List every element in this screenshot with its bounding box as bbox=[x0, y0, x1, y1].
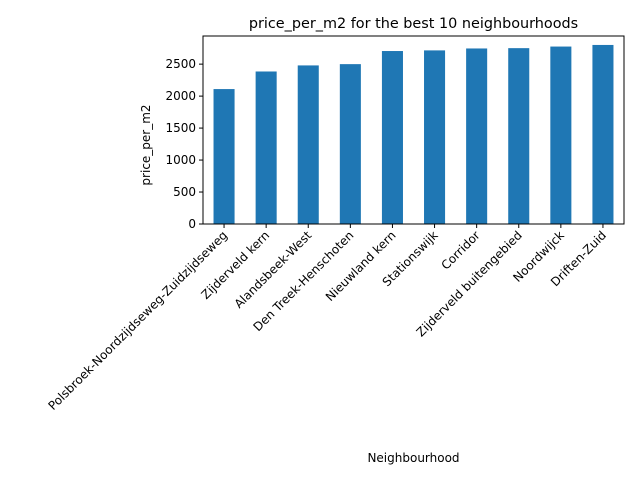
y-tick-label: 2500 bbox=[165, 57, 196, 71]
y-axis: 0 500 1000 1500 2000 2500 bbox=[165, 57, 203, 231]
bar bbox=[424, 50, 446, 224]
x-axis: Polsbroek-Noordzijdseweg-ZuidzijdsewegZi… bbox=[45, 224, 609, 413]
x-tick-label: Polsbroek-Noordzijdseweg-Zuidzijdseweg bbox=[45, 228, 230, 413]
x-tick-label: Alandsbeek-West bbox=[232, 228, 315, 311]
bar bbox=[255, 71, 277, 224]
bar bbox=[297, 65, 319, 224]
y-tick-label: 500 bbox=[173, 185, 196, 199]
bar bbox=[592, 44, 614, 225]
y-tick-label: 0 bbox=[188, 217, 196, 231]
bar bbox=[550, 46, 572, 224]
bar bbox=[339, 64, 361, 225]
bar bbox=[213, 89, 235, 224]
y-axis-label: price_per_m2 bbox=[139, 104, 153, 185]
chart-title: price_per_m2 for the best 10 neighbourho… bbox=[249, 16, 578, 32]
bar bbox=[508, 48, 530, 224]
bar bbox=[381, 51, 403, 225]
x-axis-label: Neighbourhood bbox=[367, 451, 459, 465]
bars-group bbox=[213, 44, 614, 225]
plot-frame bbox=[202, 35, 625, 225]
y-tick-label: 1500 bbox=[165, 121, 196, 135]
y-tick-label: 1000 bbox=[165, 153, 196, 167]
bar bbox=[466, 48, 488, 224]
y-tick-label: 2000 bbox=[165, 89, 196, 103]
